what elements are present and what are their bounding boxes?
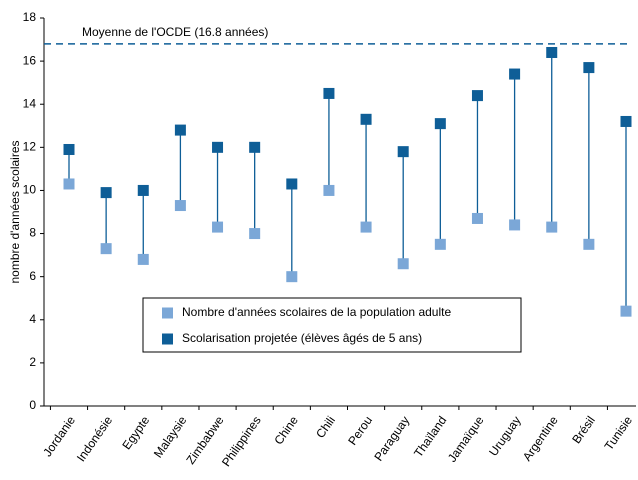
- dot: [546, 221, 558, 233]
- x-tick-label: Argentine: [520, 413, 561, 463]
- y-tick-label: 14: [23, 96, 37, 110]
- dot: [546, 46, 558, 58]
- dot: [137, 253, 149, 265]
- x-tick-label: Uruguay: [486, 414, 523, 459]
- dot: [620, 115, 632, 127]
- dot: [323, 87, 335, 99]
- dot: [583, 238, 595, 250]
- dot: [323, 184, 335, 196]
- x-tick-label: Indonésie: [74, 413, 116, 464]
- y-tick-label: 6: [29, 269, 36, 283]
- dot: [137, 184, 149, 196]
- dot: [397, 146, 409, 158]
- x-tick-label: Thaïland: [411, 414, 449, 460]
- dot: [360, 113, 372, 125]
- x-tick-label: Jamaïque: [445, 413, 487, 464]
- dot: [434, 238, 446, 250]
- dot: [397, 258, 409, 270]
- dot: [63, 178, 75, 190]
- reference-label: Moyenne de l'OCDE (16.8 années): [82, 25, 268, 39]
- dot: [471, 212, 483, 224]
- y-axis-label: nombre d'années scolaires: [8, 140, 22, 283]
- x-tick-label: Chili: [313, 414, 338, 441]
- dot: [434, 118, 446, 130]
- x-tick-label: Brésil: [569, 414, 598, 447]
- dot: [509, 219, 521, 231]
- dot: [249, 228, 261, 240]
- dot: [360, 221, 372, 233]
- x-tick-label: Malaysie: [151, 413, 190, 460]
- y-tick-label: 2: [29, 355, 36, 369]
- x-tick-label: Jordanie: [40, 413, 78, 459]
- y-tick-label: 16: [23, 53, 37, 67]
- dot: [63, 143, 75, 155]
- y-tick-label: 12: [23, 140, 37, 154]
- dot: [509, 68, 521, 80]
- y-tick-label: 10: [23, 183, 37, 197]
- x-tick-label: Perou: [345, 414, 375, 448]
- dot: [286, 271, 298, 283]
- dot: [174, 200, 186, 212]
- legend-label: Nombre d'années scolaires de la populati…: [182, 305, 451, 319]
- x-tick-label: Tunisie: [602, 413, 636, 453]
- dot: [100, 187, 112, 199]
- legend-swatch: [162, 307, 173, 319]
- dot: [471, 90, 483, 102]
- x-tick-label: Paraguay: [371, 414, 412, 464]
- dot: [583, 62, 595, 74]
- legend-label: Scolarisation projetée (élèves âgés de 5…: [182, 331, 422, 345]
- legend-box: [142, 297, 522, 353]
- x-tick-label: Egypte: [119, 413, 152, 452]
- x-tick-label: Chine: [271, 413, 301, 447]
- dot: [620, 305, 632, 317]
- dot: [212, 141, 224, 153]
- y-tick-label: 4: [29, 312, 36, 326]
- y-tick-label: 18: [23, 10, 37, 24]
- dot: [286, 178, 298, 190]
- dot: [212, 221, 224, 233]
- legend-swatch: [162, 333, 173, 345]
- y-tick-label: 8: [29, 226, 36, 240]
- dot: [100, 243, 112, 255]
- y-tick-label: 0: [29, 398, 36, 412]
- dot: [174, 124, 186, 136]
- dot: [249, 141, 261, 153]
